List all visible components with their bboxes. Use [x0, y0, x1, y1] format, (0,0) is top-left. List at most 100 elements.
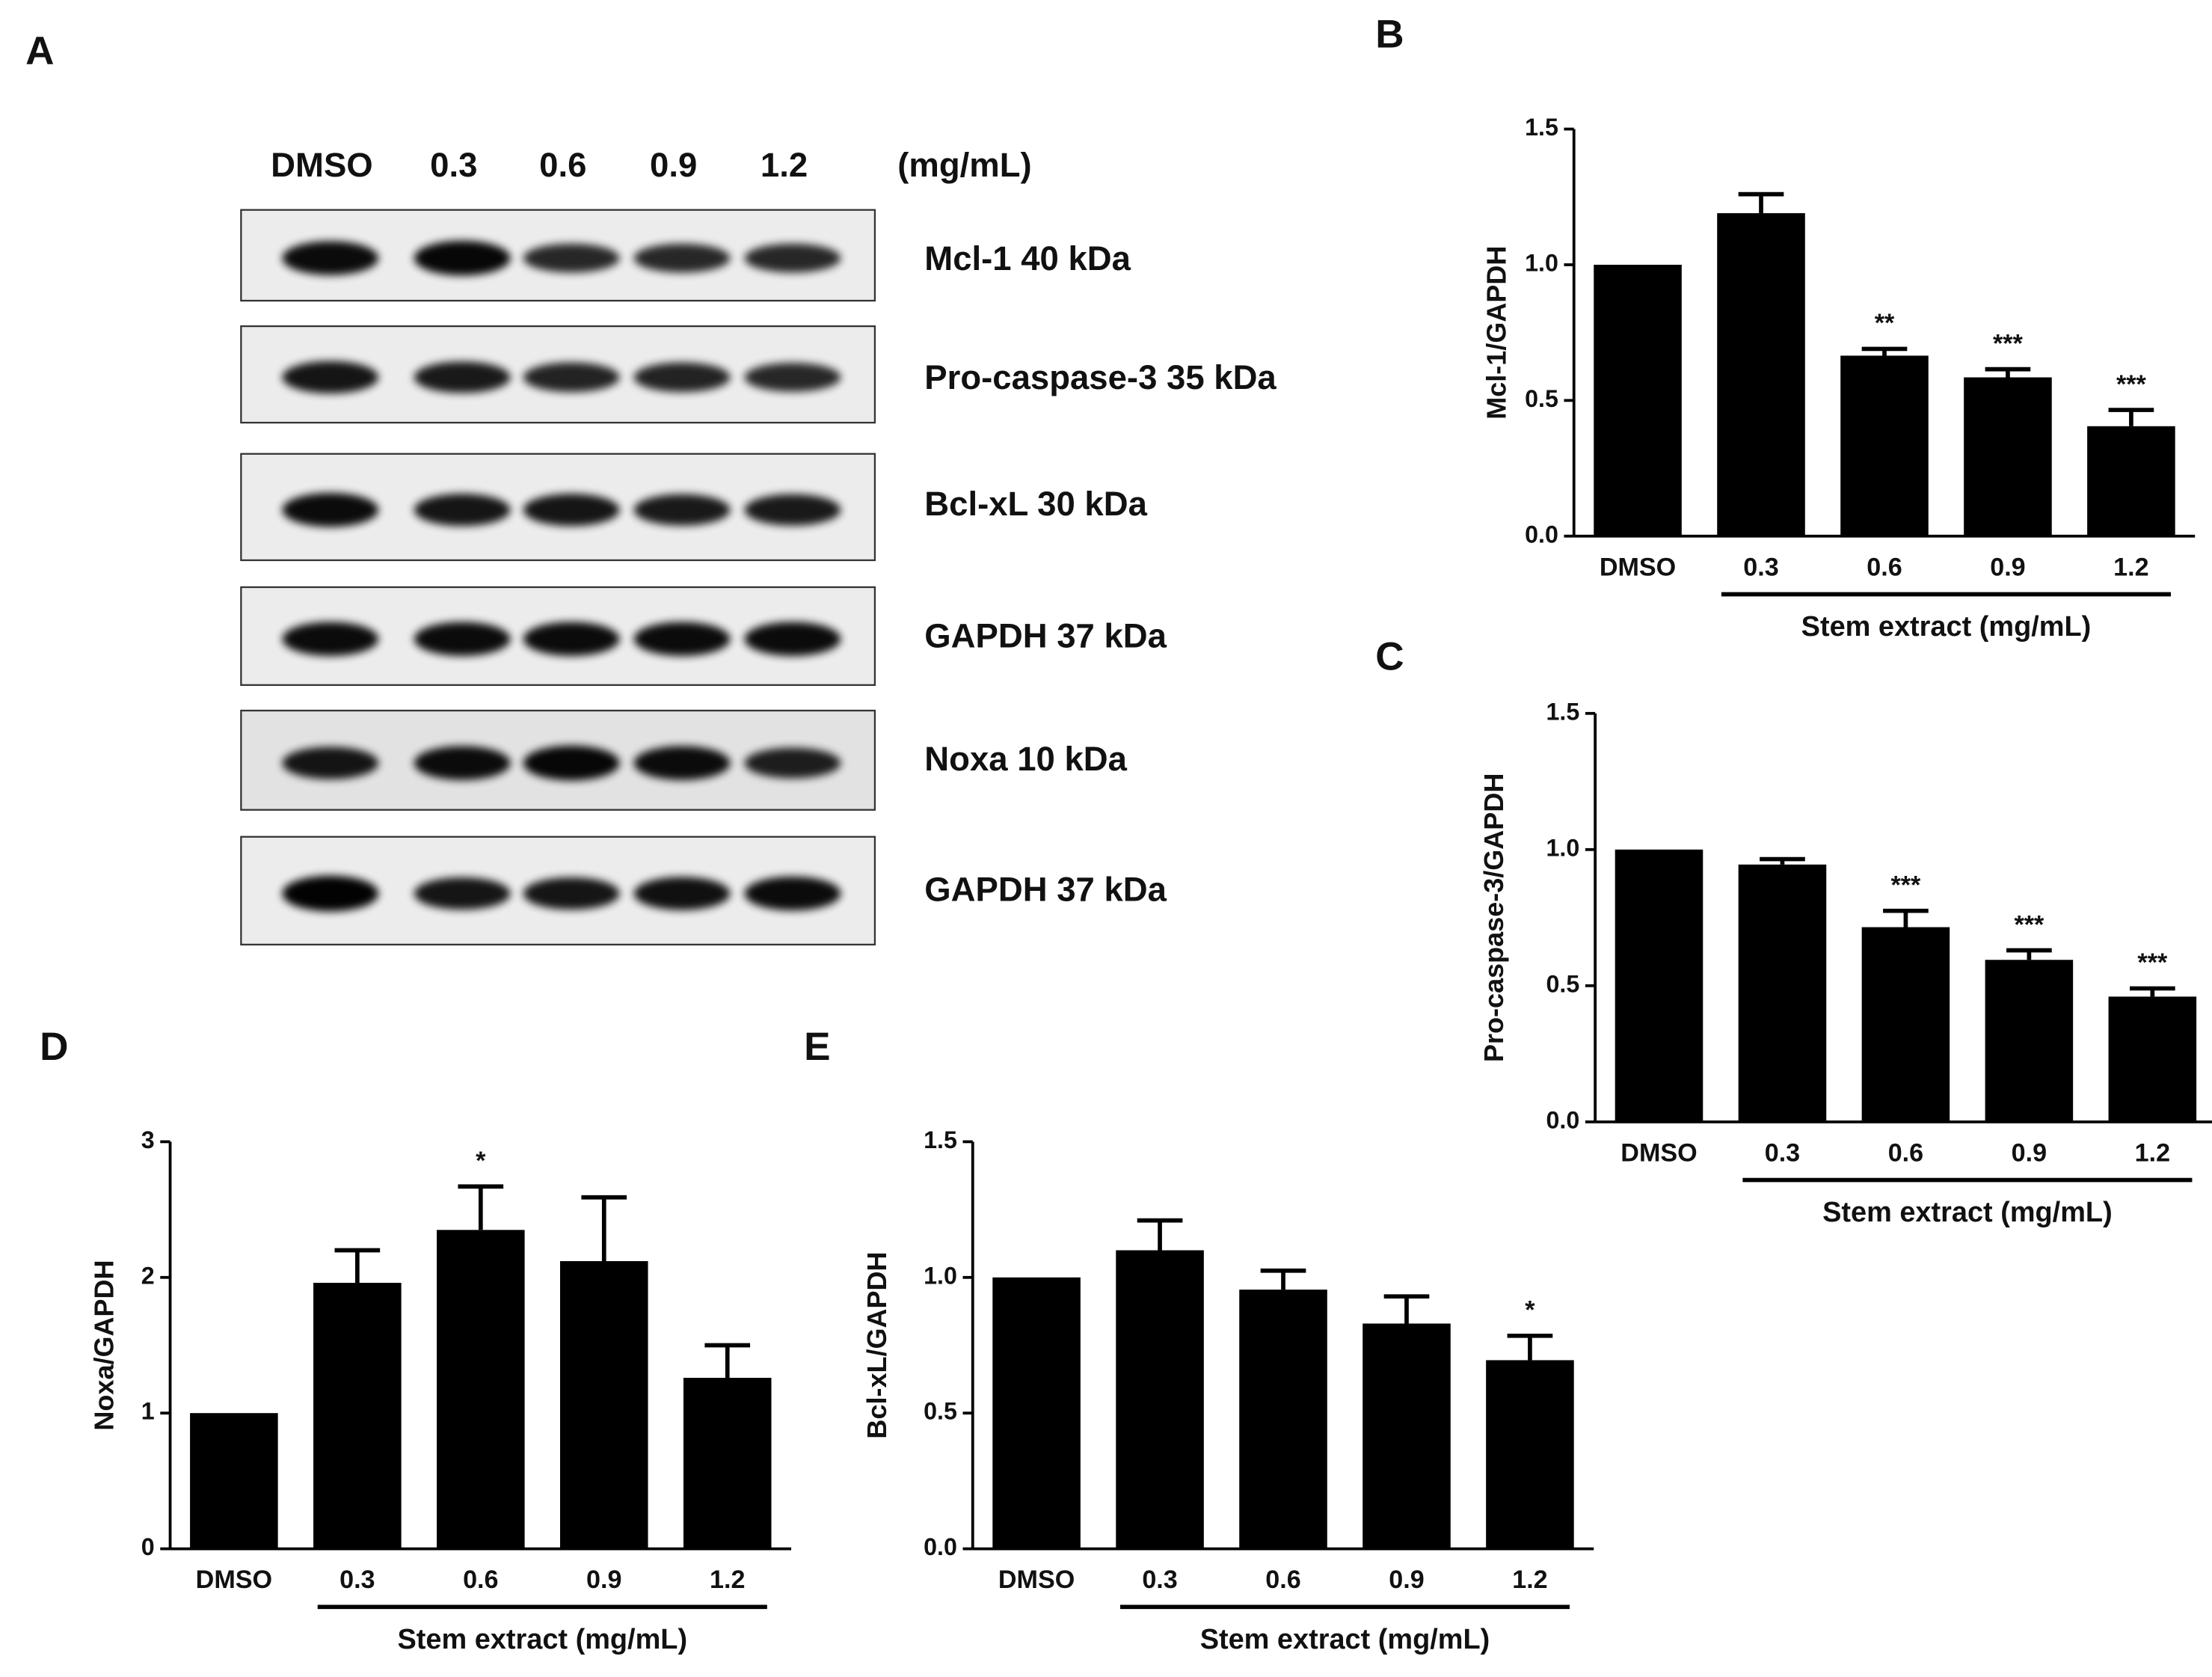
band-label: GAPDH 37 kDa: [924, 871, 1167, 909]
blot-band: [282, 746, 379, 779]
blot-band: [414, 877, 511, 910]
x-axis-label: Stem extract (mg/mL): [1200, 1624, 1490, 1655]
x-tick-label: 0.6: [463, 1566, 498, 1594]
y-tick-label: 0.5: [1546, 970, 1580, 997]
significance: ***: [2116, 370, 2147, 399]
y-tick-label: 1.0: [1525, 249, 1558, 276]
x-tick-label: 0.9: [1990, 553, 2025, 581]
blot-band: [633, 362, 731, 393]
x-tick-label: 0.3: [340, 1566, 375, 1594]
y-tick-label: 1.5: [1525, 114, 1558, 141]
y-tick-label: 2: [141, 1262, 155, 1289]
band-label: Noxa 10 kDa: [924, 740, 1127, 778]
x-tick-label: 1.2: [2135, 1138, 2170, 1167]
blot-band: [744, 876, 841, 911]
blot-band: [414, 240, 511, 276]
x-tick-label: 0.6: [1867, 553, 1902, 581]
x-tick-label: DMSO: [196, 1566, 272, 1594]
panel-letter: C: [1375, 635, 1404, 679]
x-tick-label: 0.3: [1142, 1566, 1177, 1594]
lane-label: 0.9: [650, 146, 697, 184]
bar: [313, 1283, 402, 1549]
band-label: Bcl-xL 30 kDa: [924, 485, 1147, 523]
panel-letter: A: [25, 29, 54, 73]
blot-band: [282, 492, 379, 527]
blot-band: [282, 622, 379, 656]
x-tick-label: DMSO: [998, 1566, 1075, 1594]
blot-band: [523, 362, 620, 393]
y-tick-label: 1.5: [1546, 698, 1580, 725]
bar: [1985, 960, 2074, 1122]
y-tick-label: 0: [141, 1533, 155, 1560]
x-tick-label: 1.2: [710, 1566, 745, 1594]
x-tick-label: 0.9: [586, 1566, 621, 1594]
x-tick-label: 1.2: [2113, 553, 2148, 581]
significance: **: [1875, 309, 1895, 337]
blot-band: [633, 243, 731, 273]
blot-band: [414, 622, 511, 656]
y-tick-label: 0.0: [1546, 1106, 1580, 1133]
significance: ***: [2137, 948, 2168, 977]
y-tick-label: 0.0: [1525, 521, 1558, 548]
blot-band: [523, 494, 620, 527]
bar: [1239, 1290, 1327, 1549]
band-label: GAPDH 37 kDa: [924, 616, 1167, 654]
bar: [683, 1378, 772, 1549]
bar: [2108, 996, 2197, 1122]
bar: [1861, 927, 1950, 1122]
significance: ***: [2014, 910, 2044, 939]
bar: [1717, 213, 1805, 536]
x-tick-label: 1.2: [1512, 1566, 1547, 1594]
y-tick-label: 1.5: [924, 1126, 957, 1153]
lane-label: 0.6: [539, 146, 586, 184]
significance: *: [476, 1147, 486, 1175]
x-tick-label: 0.3: [1743, 553, 1778, 581]
bar: [559, 1261, 648, 1549]
blot-band: [414, 746, 511, 780]
x-tick-label: DMSO: [1620, 1138, 1697, 1167]
blot-band: [282, 241, 379, 275]
bar: [1594, 264, 1682, 536]
blot-band: [523, 622, 620, 656]
x-axis-label: Stem extract (mg/mL): [1801, 611, 2092, 643]
x-tick-label: DMSO: [1600, 553, 1676, 581]
y-axis-label: Noxa/GAPDH: [89, 1260, 120, 1430]
blot-band: [633, 877, 731, 910]
bar: [437, 1230, 525, 1549]
band-label: Pro-caspase-3 35 kDa: [924, 358, 1276, 396]
bar: [1738, 864, 1827, 1122]
blot-band: [282, 361, 379, 393]
blot-band: [744, 622, 841, 656]
x-tick-label: 0.9: [1389, 1566, 1424, 1594]
x-axis-label: Stem extract (mg/mL): [1822, 1197, 2113, 1228]
lane-label: 0.3: [430, 146, 477, 184]
bar: [1964, 377, 2052, 536]
unit-label: (mg/mL): [897, 146, 1031, 184]
y-axis-label: Bcl-xL/GAPDH: [861, 1251, 892, 1438]
blot-band: [744, 494, 841, 526]
x-tick-label: 0.9: [2012, 1138, 2047, 1167]
bar: [1116, 1250, 1204, 1549]
blot-band: [523, 243, 620, 273]
bar: [1486, 1360, 1574, 1549]
blot-band: [414, 494, 511, 527]
bar: [992, 1277, 1081, 1549]
blot-band: [633, 494, 731, 526]
blot-band: [633, 622, 731, 656]
bar: [190, 1413, 278, 1549]
blot-band: [744, 747, 841, 779]
blot-band: [744, 363, 841, 392]
lane-label: DMSO: [271, 146, 373, 184]
significance: ***: [1993, 329, 2024, 358]
y-tick-label: 0.5: [924, 1398, 957, 1425]
x-tick-label: 0.6: [1888, 1138, 1923, 1167]
band-label: Mcl-1 40 kDa: [924, 239, 1131, 278]
x-tick-label: 0.6: [1265, 1566, 1300, 1594]
bar: [1362, 1323, 1451, 1549]
blot-band: [282, 875, 379, 912]
panel-letter: B: [1375, 12, 1404, 56]
y-axis-label: Pro-caspase-3/GAPDH: [1478, 773, 1509, 1062]
bar: [1615, 849, 1703, 1122]
y-tick-label: 0.0: [924, 1533, 957, 1560]
